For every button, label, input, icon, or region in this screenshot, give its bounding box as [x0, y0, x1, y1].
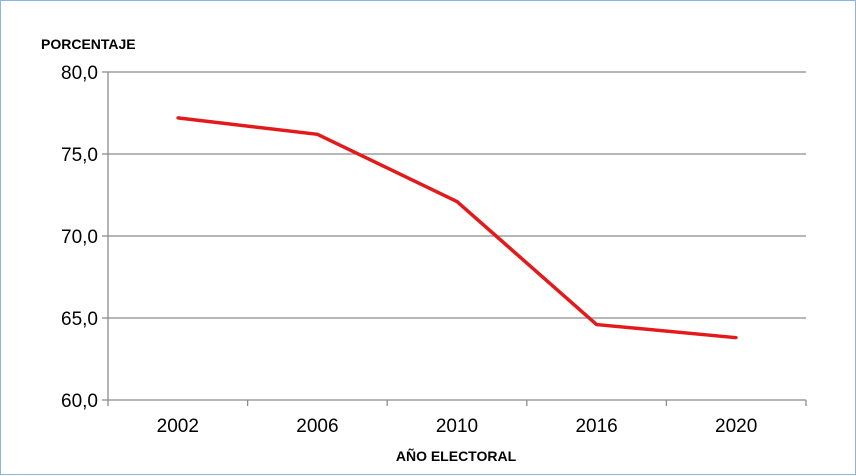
data-point-2006 [315, 132, 319, 136]
data-point-2016 [595, 323, 599, 327]
series-layer [176, 116, 738, 340]
x-axis-title: AÑO ELECTORAL [396, 447, 517, 464]
data-point-2020 [734, 336, 738, 340]
gridlines [108, 71, 806, 401]
x-tick-label-2010: 2010 [436, 416, 478, 437]
data-point-2010 [455, 200, 459, 204]
y-tick-label: 70,0 [61, 227, 98, 248]
y-tick-label: 65,0 [61, 309, 98, 330]
y-tick-label: 75,0 [61, 145, 98, 166]
x-axis: 2002 2006 2010 2016 2020 [107, 400, 807, 437]
x-tick-label-2020: 2020 [715, 416, 757, 437]
x-tick-label-2002: 2002 [157, 416, 199, 437]
x-tick-label-2006: 2006 [296, 416, 338, 437]
data-point-2002 [176, 116, 180, 120]
y-axis: 60,0 65,0 70,0 75,0 80,0 [61, 63, 109, 412]
y-tick-label: 80,0 [61, 63, 98, 84]
x-tick-label-2016: 2016 [575, 416, 617, 437]
series-line [177, 116, 737, 340]
y-axis-title: PORCENTAJE [41, 36, 136, 52]
y-tick-label: 60,0 [61, 391, 98, 412]
